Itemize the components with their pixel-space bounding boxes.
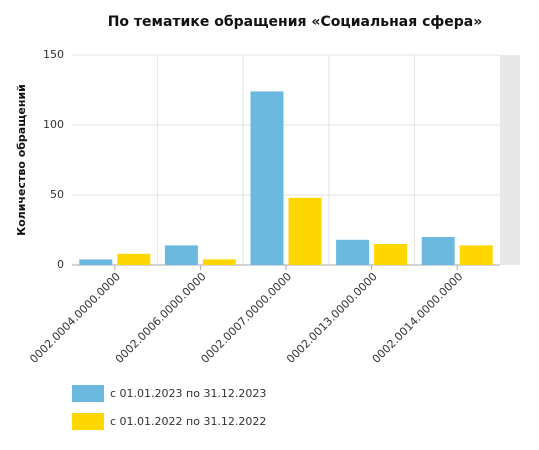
- x-tick-label: 0002.0014.0000.0000: [370, 270, 466, 366]
- x-tick-label: 0002.0013.0000.0000: [284, 270, 380, 366]
- bar: [250, 91, 284, 266]
- bar: [459, 245, 493, 265]
- y-tick-label: 150: [43, 48, 64, 61]
- plot-shade: [500, 55, 520, 265]
- x-tick-label: 0002.0004.0000.0000: [27, 270, 123, 366]
- y-tick-label: 100: [43, 118, 64, 131]
- bar: [374, 244, 408, 265]
- bar: [79, 259, 113, 265]
- y-tick-label: 50: [50, 188, 64, 201]
- bar: [336, 239, 370, 265]
- y-axis-title: Количество обращений: [15, 84, 28, 236]
- bar: [421, 237, 455, 265]
- bar: [164, 245, 198, 265]
- legend-swatch: [72, 385, 104, 402]
- y-tick-label: 0: [57, 258, 64, 271]
- x-tick-label: 0002.0006.0000.0000: [113, 270, 209, 366]
- bar: [202, 259, 236, 265]
- legend-swatch: [72, 413, 104, 430]
- legend-label: с 01.01.2022 по 31.12.2022: [110, 415, 266, 428]
- bar: [117, 253, 151, 265]
- bar: [288, 197, 322, 265]
- legend-label: с 01.01.2023 по 31.12.2023: [110, 387, 266, 400]
- chart-title: По тематике обращения «Социальная сфера»: [108, 14, 483, 30]
- x-tick-label: 0002.0007.0000.0000: [198, 270, 294, 366]
